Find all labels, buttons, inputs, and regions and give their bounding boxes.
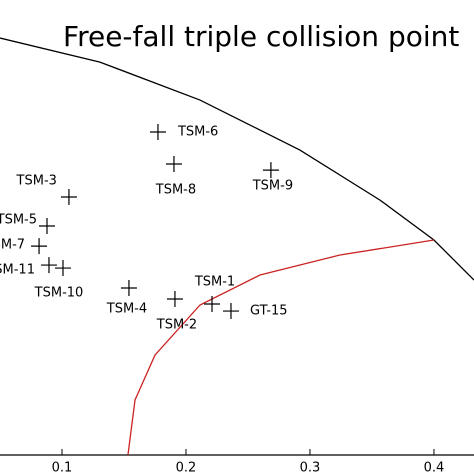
x-tick-label: 0.2	[176, 461, 197, 474]
point	[165, 156, 182, 173]
point-label: TSM-10	[34, 286, 84, 301]
point-label: TSM-1	[194, 274, 235, 289]
point	[262, 162, 279, 179]
curve	[0, 37, 474, 281]
x-tick-label: 0.3	[300, 461, 321, 474]
x-tick-label: 0.4	[424, 461, 445, 474]
point-label: TSM-6	[177, 125, 218, 140]
point-label: TSM-9	[252, 179, 293, 194]
curve	[127, 239, 435, 456]
point-label: TSM-7	[0, 238, 25, 253]
point-label: TSM-5	[0, 213, 37, 228]
point	[166, 291, 183, 308]
point-label: TSM-8	[155, 183, 196, 198]
x-tick-label: 0.1	[52, 461, 73, 474]
chart-title: Free-fall triple collision point	[63, 20, 459, 53]
point-label: TSM-3	[16, 174, 57, 189]
point-label: GT-15	[250, 304, 288, 319]
point	[31, 238, 48, 255]
point	[60, 189, 77, 206]
point	[40, 257, 57, 274]
point-label: TSM-11	[0, 263, 35, 278]
point	[204, 295, 221, 312]
point-label: TSM-2	[156, 318, 197, 333]
point	[120, 280, 137, 297]
point	[54, 260, 71, 277]
point	[38, 218, 55, 235]
point-label: TSM-4	[106, 302, 147, 317]
point	[149, 124, 166, 141]
point	[222, 303, 239, 320]
